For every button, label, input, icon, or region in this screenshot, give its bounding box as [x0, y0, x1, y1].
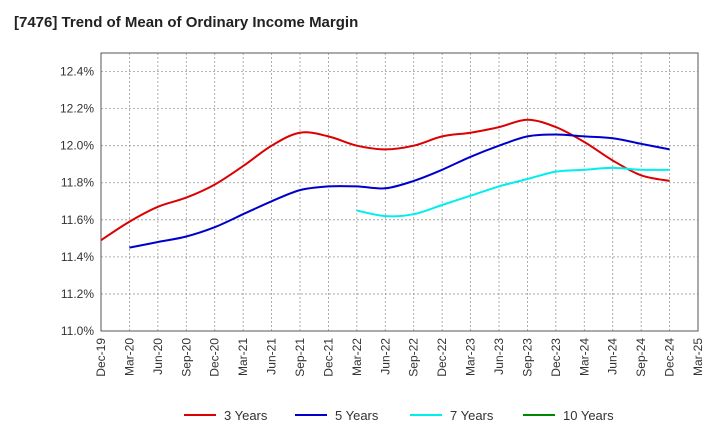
y-tick-label: 11.2% [61, 287, 94, 301]
x-tick-label: Jun-22 [378, 338, 392, 375]
legend-label: 3 Years [224, 408, 268, 423]
series-line-3-years [100, 118, 670, 242]
y-tick-label: 11.4% [61, 250, 94, 264]
x-tick-label: Jun-20 [151, 338, 165, 375]
x-tick-label: Mar-20 [122, 338, 136, 376]
series-line-7-years [356, 166, 670, 218]
x-tick-label: Dec-20 [208, 338, 222, 377]
y-tick-label: 12.2% [60, 102, 94, 116]
legend-label: 10 Years [563, 408, 614, 423]
x-tick-label: Sep-20 [179, 338, 193, 377]
x-tick-label: Dec-24 [663, 338, 677, 377]
plot-frame [100, 52, 699, 332]
x-tick-label: Dec-22 [435, 338, 449, 377]
x-tick-label: Mar-25 [691, 338, 705, 376]
y-tick-label: 11.6% [61, 213, 94, 227]
x-tick-label: Mar-23 [464, 338, 478, 376]
x-tick-label: Jun-23 [492, 338, 506, 375]
y-tick-label: 12.4% [60, 65, 94, 79]
series-line-5-years [129, 133, 670, 249]
x-tick-label: Sep-21 [293, 338, 307, 377]
y-tick-label: 12.0% [60, 139, 94, 153]
x-tick-label: Sep-23 [520, 338, 534, 377]
x-tick-label: Jun-24 [606, 338, 620, 375]
x-tick-label: Jun-21 [265, 338, 279, 375]
plot-area [101, 53, 698, 331]
legend-label: 7 Years [450, 408, 494, 423]
x-tick-label: Mar-22 [350, 338, 364, 376]
x-tick-label: Dec-19 [94, 338, 108, 377]
x-tick-label: Sep-22 [407, 338, 421, 377]
x-tick-label: Sep-24 [634, 338, 648, 377]
chart-title: [7476] Trend of Mean of Ordinary Income … [14, 14, 359, 31]
x-tick-label: Mar-24 [577, 338, 591, 376]
x-tick-label: Dec-21 [321, 338, 335, 377]
x-tick-label: Mar-21 [236, 338, 250, 376]
legend-label: 5 Years [335, 408, 379, 423]
x-tick-label: Dec-23 [549, 338, 563, 377]
y-tick-label: 11.8% [61, 176, 94, 190]
y-tick-label: 11.0% [61, 324, 94, 338]
